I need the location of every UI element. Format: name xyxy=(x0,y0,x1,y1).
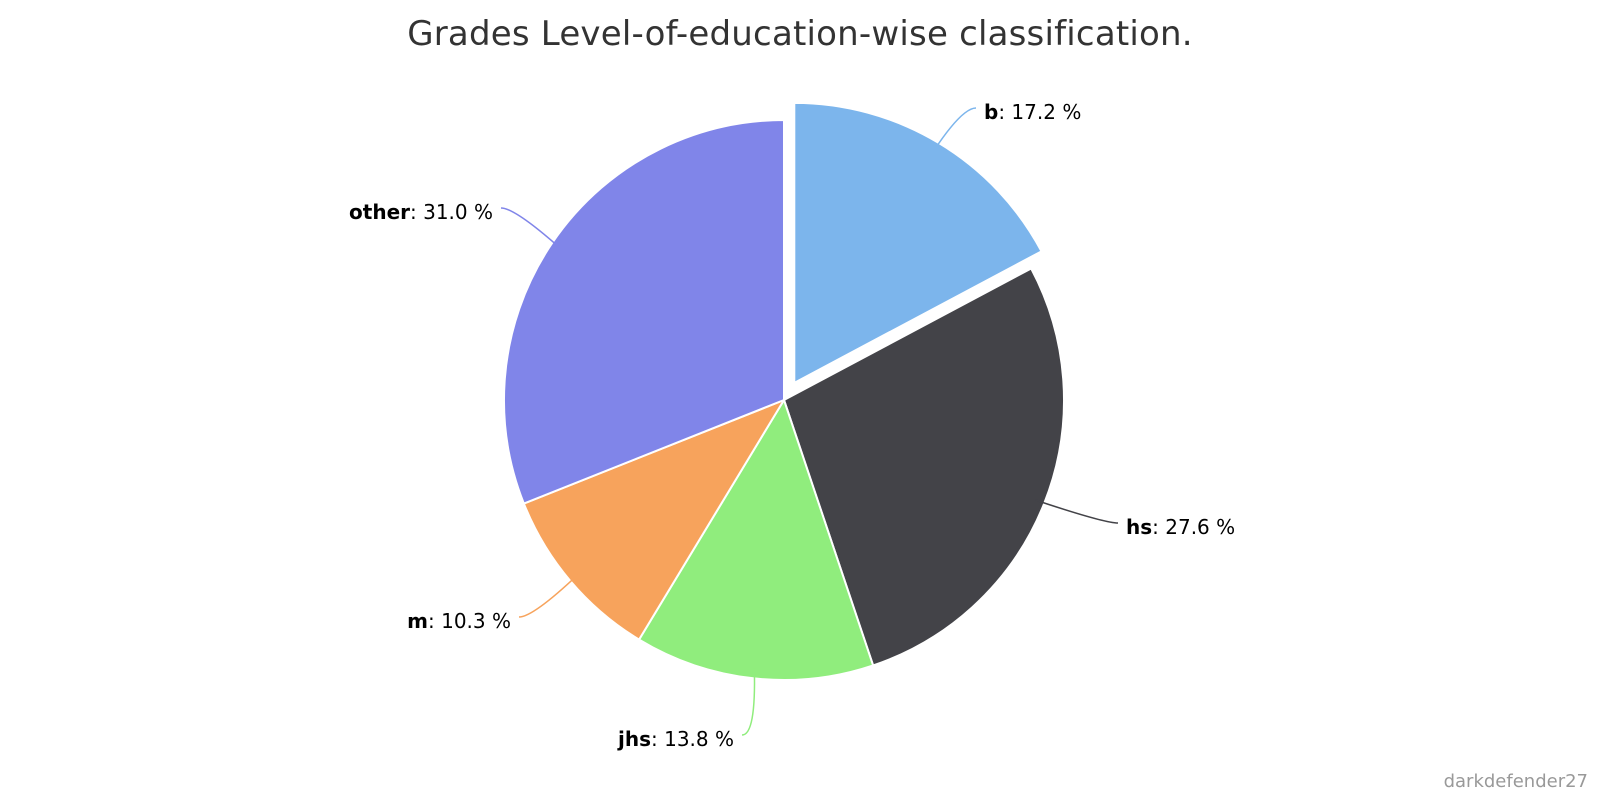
data-label-value-m: : 10.3 % xyxy=(428,609,511,633)
data-label-name-hs: hs xyxy=(1126,515,1152,539)
credit-text: darkdefender27 xyxy=(1443,771,1588,792)
data-label-name-b: b xyxy=(984,100,998,124)
data-label-connectors xyxy=(500,107,1119,736)
data-label-name-jhs: jhs xyxy=(617,727,651,751)
connector-b xyxy=(932,107,977,152)
connector-jhs xyxy=(741,668,756,736)
data-label-value-jhs: : 13.8 % xyxy=(651,727,734,751)
connector-m xyxy=(518,573,579,618)
data-label-value-b: : 17.2 % xyxy=(998,100,1081,124)
data-label-b: b: 17.2 % xyxy=(984,100,1081,124)
data-label-value-hs: : 27.6 % xyxy=(1152,515,1235,539)
connector-hs xyxy=(1034,499,1119,524)
data-label-m: m: 10.3 % xyxy=(407,609,511,633)
pie-slice-jhs[interactable] xyxy=(638,399,875,681)
connector-other xyxy=(500,207,562,250)
data-label-hs: hs: 27.6 % xyxy=(1126,515,1235,539)
data-label-name-m: m xyxy=(407,609,428,633)
data-label-name-other: other xyxy=(349,200,410,224)
chart-title: Grades Level-of-education-wise classific… xyxy=(407,14,1193,54)
data-labels: b: 17.2 % hs: 27.6 % jhs: 13.8 % m: 10.3 % o… xyxy=(349,100,1235,751)
pie-slice-other[interactable] xyxy=(503,119,785,505)
data-label-jhs: jhs: 13.8 % xyxy=(617,727,734,751)
data-label-other: other: 31.0 % xyxy=(349,200,493,224)
pie-slices xyxy=(503,101,1065,681)
data-label-value-other: : 31.0 % xyxy=(410,200,493,224)
